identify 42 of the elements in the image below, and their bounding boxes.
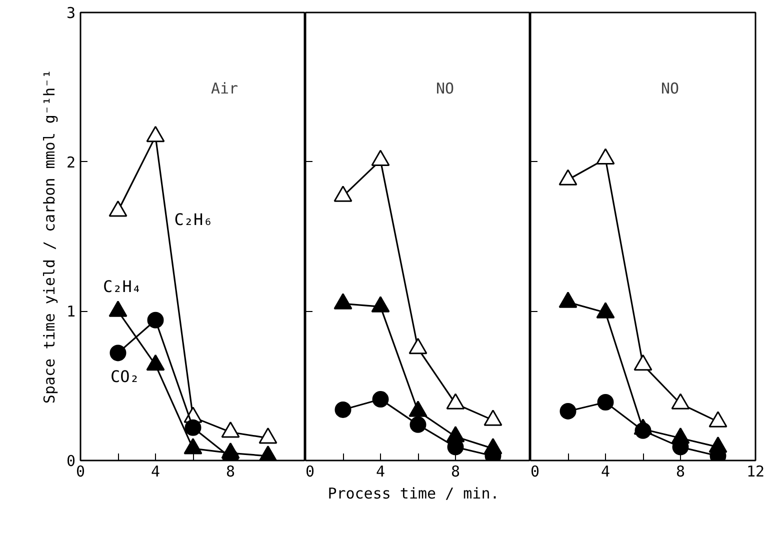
point [371,296,390,312]
point [334,186,352,202]
x-tick-label: 8 [226,462,236,480]
point [371,150,390,166]
point [408,338,428,354]
series-label: C₂H₆ [174,210,213,230]
y-tick-label: 1 [66,302,76,321]
point [708,411,728,428]
series-label: C₂H₄ [103,277,142,296]
point [596,302,615,318]
x-axis-title: Process time / min. [328,484,500,502]
point [146,126,165,142]
x-tick-label: 12 [746,462,765,480]
point [671,393,690,410]
series-label: CO₂ [110,366,140,386]
point [184,438,202,454]
y-tick-label: 3 [66,4,76,22]
point [484,410,502,426]
point [221,422,240,438]
point [558,292,578,308]
point [108,200,128,217]
x-tick-label: 8 [450,462,460,480]
x-tick-label: 4 [600,462,610,480]
annotation: NO [661,80,680,98]
point [146,354,165,371]
x-tick-label: 8 [676,462,686,480]
x-tick-label: 0 [530,462,540,480]
x-tick-label: 4 [150,462,160,480]
point [446,393,465,410]
annotation: NO [436,80,454,98]
point [108,300,128,317]
x-tick-label: 0 [306,462,315,480]
point [634,354,652,371]
y-tick-label: 2 [66,153,76,172]
point [258,428,278,444]
point [334,293,352,310]
y-axis-title: Space time yield / carbon mmol g⁻¹h⁻¹ [40,69,58,404]
point [408,400,428,417]
point [596,148,615,165]
point [558,169,578,186]
annotation: Air [211,80,238,98]
x-tick-label: 4 [376,462,386,480]
